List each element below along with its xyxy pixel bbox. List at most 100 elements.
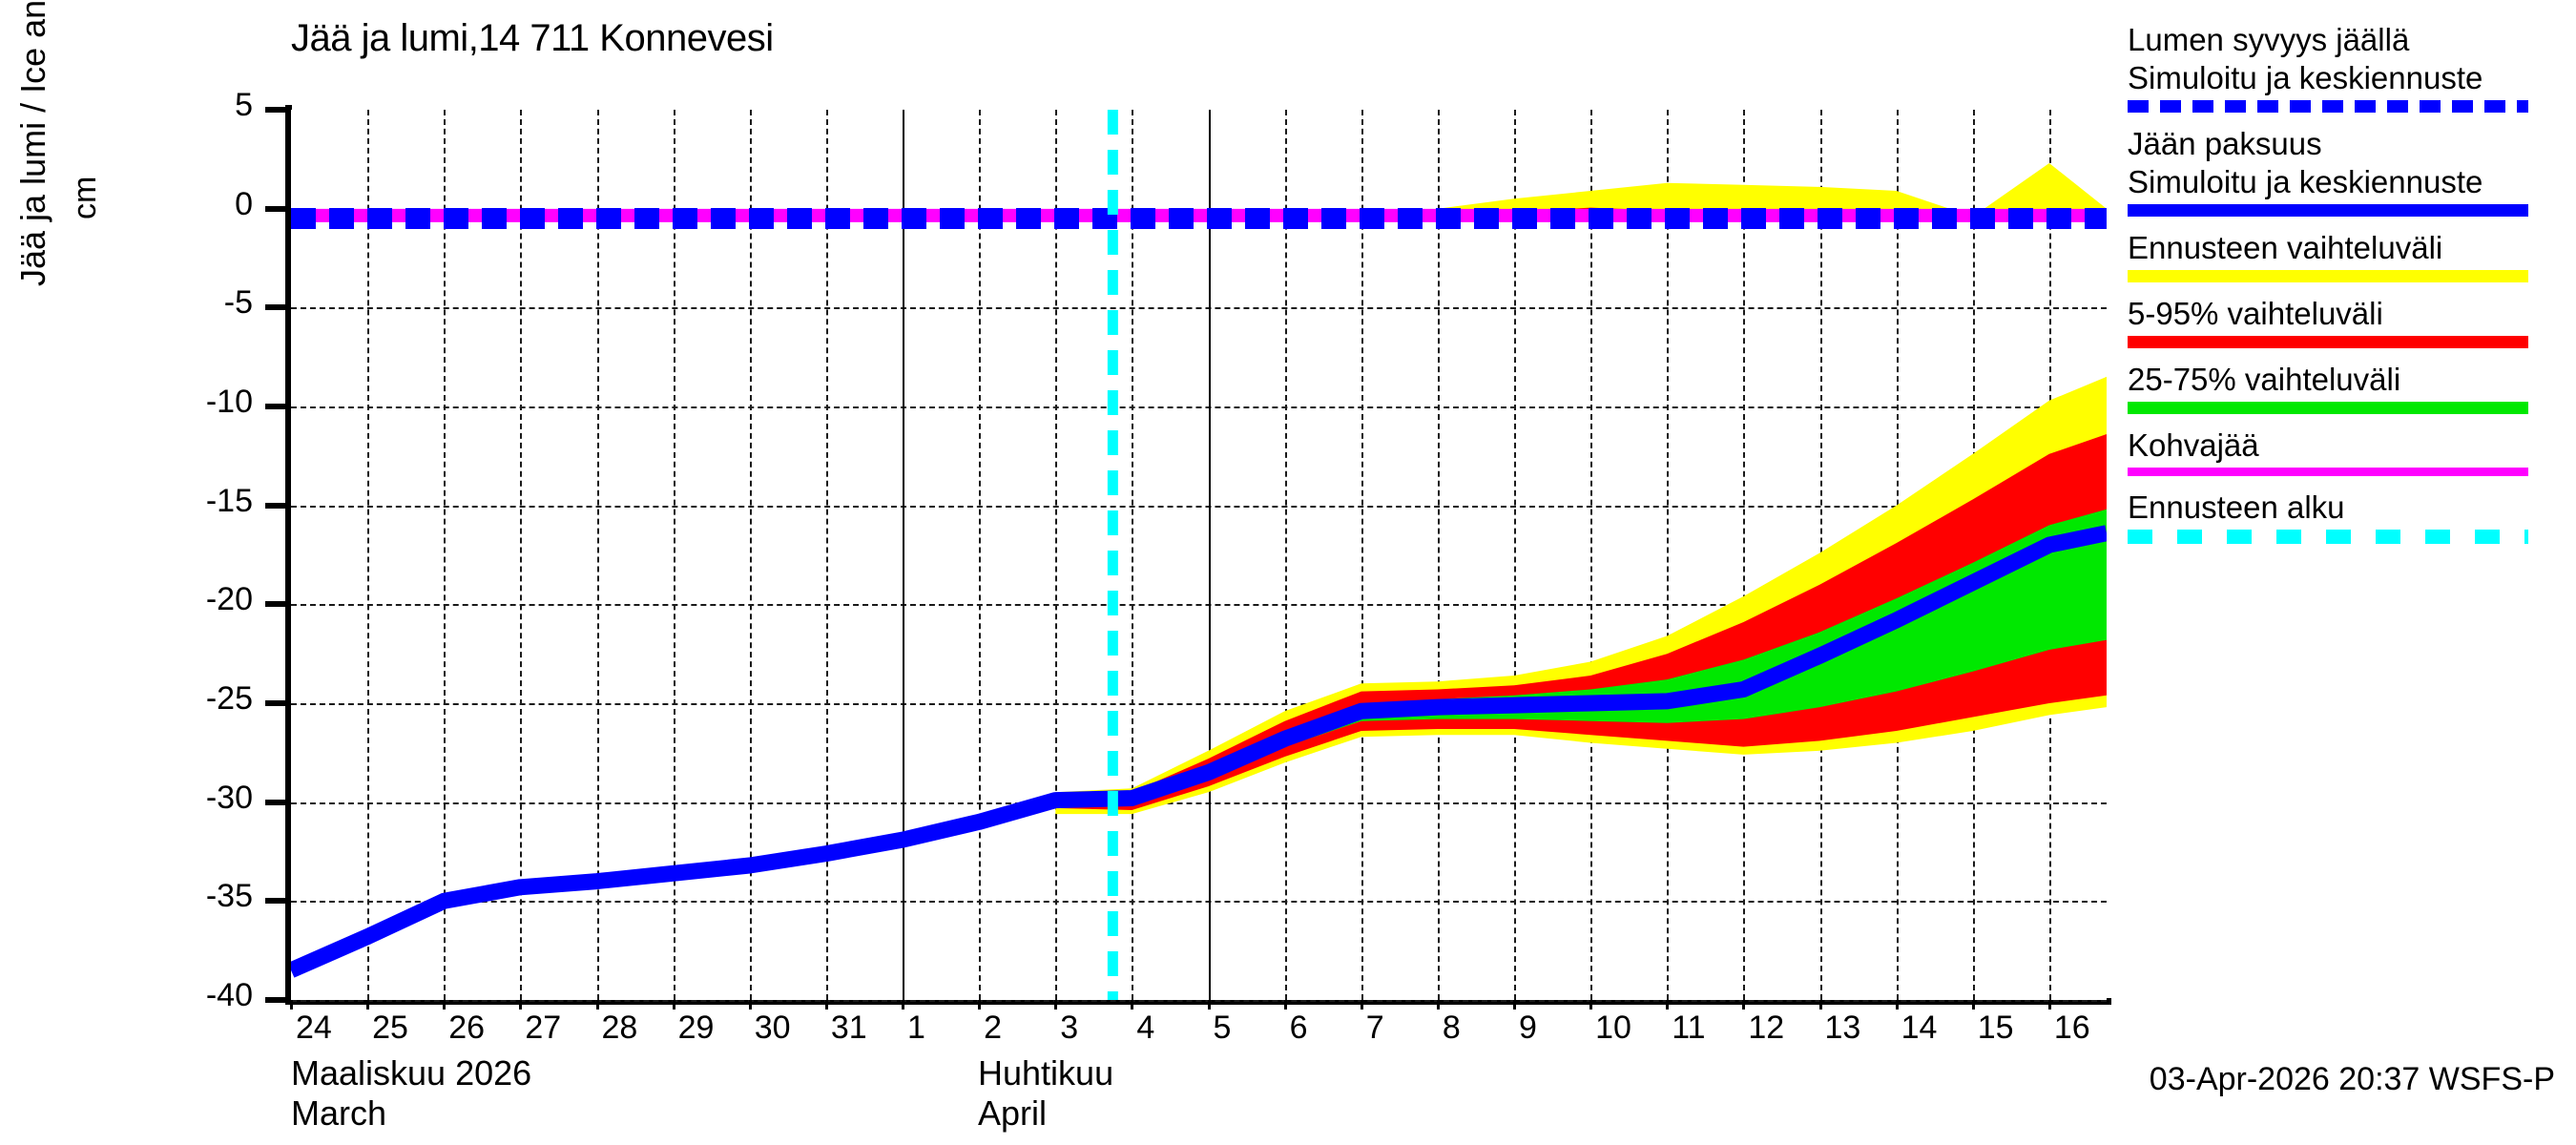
- legend-entry-3[interactable]: 5-95% vaihteluväli: [2128, 295, 2566, 348]
- grid-line-horizontal: [291, 1000, 2107, 1002]
- x-tick-mark: [1436, 1000, 1440, 1010]
- grid-line-vertical: [1667, 110, 1670, 1000]
- x-tick-mark: [519, 1000, 523, 1010]
- x-tick-label: 13: [1824, 1010, 1861, 1046]
- x-tick-mark: [672, 1000, 675, 1010]
- x-tick-mark: [1207, 1000, 1211, 1010]
- y-tick-mark: [265, 898, 291, 905]
- y-axis-unit: cm: [67, 176, 103, 219]
- x-tick-mark: [1971, 1000, 1975, 1010]
- legend-entry-1[interactable]: Jään paksuus Simuloitu ja keskiennuste: [2128, 125, 2566, 217]
- y-axis-line: [285, 105, 292, 1005]
- x-tick-label: 2: [984, 1010, 1003, 1046]
- grid-line-vertical: [749, 110, 752, 1000]
- legend-subtitle: Simuloitu ja keskiennuste: [2128, 164, 2483, 199]
- legend-entry-2[interactable]: Ennusteen vaihteluväli: [2128, 229, 2566, 282]
- y-tick-label: -10: [205, 384, 253, 420]
- grid-line-horizontal: [291, 505, 2107, 508]
- x-tick-label: 30: [754, 1010, 791, 1046]
- month-label-fi: Maaliskuu 2026: [291, 1053, 532, 1093]
- x-tick-label: 5: [1213, 1010, 1232, 1046]
- grid-line-vertical: [825, 110, 828, 1000]
- x-tick-label: 7: [1365, 1010, 1384, 1046]
- x-tick-label: 24: [296, 1010, 332, 1046]
- month-label-fi: Huhtikuu: [978, 1053, 1114, 1093]
- x-tick-mark: [2047, 1000, 2051, 1010]
- month-label-april: Huhtikuu April: [978, 1053, 1113, 1134]
- x-tick-label: 29: [677, 1010, 715, 1046]
- y-tick-label: -35: [205, 878, 253, 915]
- legend-entry-5[interactable]: Kohvajää: [2128, 427, 2566, 476]
- x-tick-mark: [978, 1000, 982, 1010]
- legend-entry-6[interactable]: Ennusteen alku: [2128, 489, 2566, 544]
- x-tick-mark: [1360, 1000, 1363, 1010]
- x-tick-label: 15: [1977, 1010, 2014, 1046]
- band-ff0000: [1055, 434, 2107, 810]
- grid-line-vertical: [1437, 110, 1440, 1000]
- page-title: Jää ja lumi,14 711 Konnevesi: [291, 17, 774, 59]
- grid-line-vertical: [1514, 110, 1517, 1000]
- grid-line-vertical: [444, 110, 447, 1000]
- x-tick-mark: [1818, 1000, 1822, 1010]
- y-tick-mark: [265, 997, 291, 1003]
- grid-line-vertical: [903, 110, 904, 1000]
- grid-line-vertical: [1743, 110, 1746, 1000]
- y-tick-label: -25: [205, 680, 253, 717]
- y-tick-mark: [265, 700, 291, 706]
- x-tick-mark: [1054, 1000, 1058, 1010]
- x-tick-label: 26: [448, 1010, 486, 1046]
- x-tick-mark: [824, 1000, 828, 1010]
- grid-line-vertical: [1590, 110, 1593, 1000]
- y-tick-label: 0: [235, 185, 253, 222]
- grid-line-horizontal: [291, 802, 2107, 804]
- y-tick-label: -40: [205, 977, 253, 1013]
- x-tick-label: 10: [1595, 1010, 1631, 1046]
- legend-entry-4[interactable]: 25-75% vaihteluväli: [2128, 361, 2566, 414]
- x-tick-label: 27: [525, 1010, 562, 1046]
- grid-line-horizontal: [291, 406, 2107, 408]
- x-tick-label: 12: [1748, 1010, 1785, 1046]
- band-ffff00: [1055, 163, 2107, 219]
- grid-line-vertical: [1361, 110, 1363, 1000]
- y-tick-mark: [265, 205, 291, 212]
- x-tick-label: 3: [1060, 1010, 1079, 1046]
- month-label-en: March: [291, 1093, 387, 1133]
- legend-title: Ennusteen alku: [2128, 489, 2345, 525]
- chart-data-layer: [291, 110, 2107, 1000]
- legend-swatch-solid-magenta: [2128, 468, 2528, 476]
- x-tick-label: 14: [1901, 1010, 1938, 1046]
- x-tick-label: 16: [2053, 1010, 2090, 1046]
- x-tick-mark: [290, 1000, 293, 1010]
- legend: Lumen syvyys jäällä Simuloitu ja keskienn…: [2128, 21, 2566, 556]
- y-tick-label: -5: [223, 284, 253, 322]
- x-tick-label: 9: [1519, 1010, 1537, 1046]
- y-axis-label: Jää ja lumi / Ice and snow: [13, 0, 52, 286]
- x-tick-label: 31: [830, 1010, 867, 1046]
- month-label-en: April: [978, 1093, 1048, 1133]
- x-tick-label: 1: [907, 1010, 925, 1046]
- plot-area: [291, 110, 2107, 1002]
- x-tick-label: 6: [1289, 1010, 1308, 1046]
- y-tick-mark: [265, 502, 291, 509]
- legend-title: 25-75% vaihteluväli: [2128, 362, 2401, 397]
- grid-line-horizontal: [291, 604, 2107, 607]
- legend-title: 5-95% vaihteluväli: [2128, 296, 2383, 331]
- grid-line-vertical: [367, 110, 370, 1000]
- legend-title: Ennusteen vaihteluväli: [2128, 230, 2443, 265]
- legend-swatch-dashed-cyan: [2128, 530, 2528, 544]
- legend-entry-0[interactable]: Lumen syvyys jäällä Simuloitu ja keskienn…: [2128, 21, 2566, 113]
- y-tick-mark: [265, 601, 291, 608]
- x-tick-mark: [748, 1000, 752, 1010]
- grid-line-horizontal: [291, 307, 2107, 310]
- y-tick-label: -15: [205, 482, 253, 519]
- legend-subtitle: Simuloitu ja keskiennuste: [2128, 60, 2483, 95]
- grid-line-vertical: [1055, 110, 1058, 1000]
- legend-swatch-solid-blue: [2128, 204, 2528, 217]
- y-tick-label: -20: [205, 581, 253, 618]
- x-tick-label: 28: [601, 1010, 638, 1046]
- x-tick-mark: [1895, 1000, 1899, 1010]
- x-tick-mark: [1131, 1000, 1134, 1010]
- y-tick-label: 5: [235, 87, 253, 123]
- legend-swatch-solid-yellow: [2128, 270, 2528, 282]
- x-tick-mark: [1513, 1000, 1517, 1010]
